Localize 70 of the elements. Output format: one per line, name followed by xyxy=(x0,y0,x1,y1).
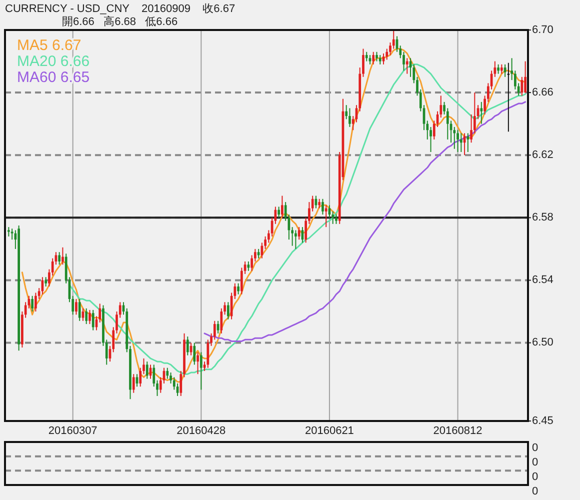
candlestick xyxy=(500,64,503,74)
candlestick xyxy=(206,339,210,368)
candlestick xyxy=(298,226,300,240)
candlestick xyxy=(372,51,375,65)
candlestick xyxy=(368,54,372,65)
candlestick xyxy=(44,276,48,287)
candlestick xyxy=(220,308,223,334)
y-tick-label: 6.58 xyxy=(532,212,554,224)
candlestick xyxy=(139,367,142,388)
candlestick xyxy=(92,309,94,331)
candlestick xyxy=(406,58,408,74)
candlestick xyxy=(31,295,34,312)
candlestick xyxy=(456,130,459,152)
candlestick xyxy=(460,132,462,152)
candlestick xyxy=(378,54,382,65)
candlestick xyxy=(78,298,81,322)
candlestick xyxy=(247,260,250,272)
x-tick-label: 20160307 xyxy=(48,425,98,437)
candlestick xyxy=(146,361,148,380)
candlestick xyxy=(524,60,526,94)
chart-subtitle: 開6.66 高6.68 低6.66 xyxy=(62,15,178,28)
candlestick xyxy=(365,51,368,62)
candlestick xyxy=(278,206,280,218)
candlestick xyxy=(58,252,61,266)
candlestick xyxy=(392,30,395,50)
text: 0 xyxy=(532,470,538,483)
candlestick xyxy=(324,204,328,228)
candlestick xyxy=(348,108,351,128)
y-tick-label: 6.50 xyxy=(532,336,554,349)
candlestick xyxy=(318,198,321,209)
candlestick xyxy=(466,132,470,152)
y-tick-label: 6.54 xyxy=(532,274,554,286)
y-tick-label: 6.70 xyxy=(532,24,554,36)
x-tick-label: 20160812 xyxy=(433,425,482,437)
candlestick xyxy=(186,336,189,356)
line-series xyxy=(204,101,526,342)
candlestick xyxy=(132,374,135,394)
x-tick-label: 20160428 xyxy=(176,425,226,437)
chart-title: CURRENCY - USD_CNY 20160909 收6.67 xyxy=(5,3,236,15)
candlestick xyxy=(8,226,10,237)
candlestick xyxy=(382,52,385,65)
candlestick xyxy=(193,342,196,366)
candlestick xyxy=(294,230,297,250)
candlestick xyxy=(281,195,284,218)
candlestick xyxy=(166,367,169,380)
text: 0 xyxy=(532,485,538,498)
candlestick xyxy=(75,298,78,316)
candlestick xyxy=(376,51,378,62)
candlestick xyxy=(237,282,240,295)
candlestick xyxy=(88,309,91,325)
y-tick-label: 6.66 xyxy=(532,86,554,98)
y-tick-label: 6.45 xyxy=(532,414,554,427)
text: 0 xyxy=(532,442,538,454)
text: MA60 6.65 xyxy=(17,69,90,86)
y-tick-label: 6.62 xyxy=(532,149,554,162)
candlestick xyxy=(200,352,202,390)
candlestick xyxy=(62,246,64,266)
text: 0 xyxy=(532,456,538,468)
candlestick xyxy=(196,352,199,375)
candlestick xyxy=(335,214,338,224)
candlestick xyxy=(34,292,37,312)
candlestick xyxy=(497,64,500,74)
candlestick xyxy=(85,308,88,325)
candlestick xyxy=(507,62,510,132)
candlestick xyxy=(480,101,483,124)
candlestick xyxy=(226,302,230,320)
x-tick-label: 20160621 xyxy=(304,425,354,437)
candlestick xyxy=(322,198,324,216)
text: MA5 6.67 xyxy=(17,37,82,54)
candlestick xyxy=(152,364,156,388)
